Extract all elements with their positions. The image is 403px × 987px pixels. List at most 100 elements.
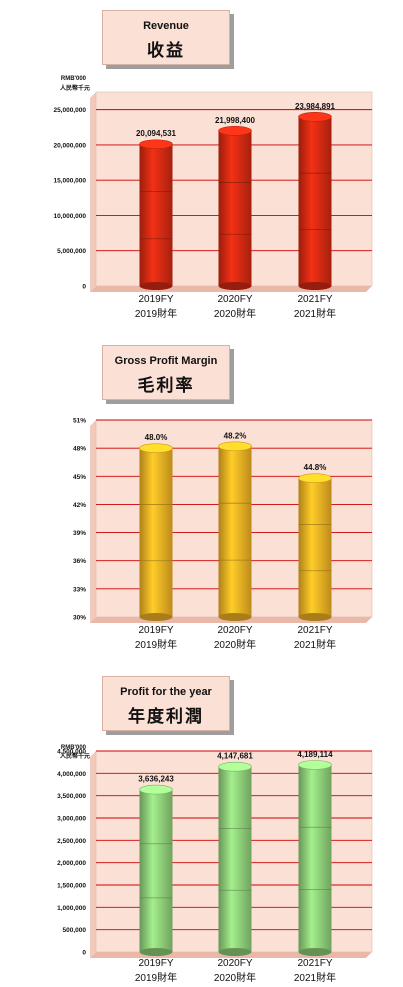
plot-floor	[90, 286, 372, 292]
y-tick-label: 45%	[73, 474, 86, 481]
bar-body	[139, 448, 173, 617]
y-tick-label: 36%	[73, 558, 86, 565]
bar-base	[218, 613, 252, 621]
category-label: 2020FY	[217, 294, 252, 305]
bar-base	[139, 613, 173, 621]
y-tick-label: 0	[82, 950, 86, 957]
bar-top	[139, 139, 173, 150]
bar: 23,984,891	[295, 102, 336, 290]
bar-value-label: 48.2%	[224, 431, 247, 440]
bar-base	[218, 948, 252, 956]
bar-base	[139, 948, 173, 956]
category-label-zh: 2020財年	[214, 307, 256, 320]
unit-label: RMB'000	[61, 76, 87, 82]
bar-body	[218, 130, 252, 286]
bar-top	[139, 443, 173, 453]
chart-1: 30% 33% 36% 39% 42% 45% 48% 51% 48.0% 2019FY 2019財…	[73, 418, 373, 651]
y-tick-label: 2,500,000	[57, 838, 86, 845]
y-tick-label: 20,000,000	[53, 142, 86, 149]
margin-title-zh: 毛利率	[137, 376, 195, 396]
bar-body	[139, 789, 173, 952]
bar-value-label: 23,984,891	[295, 102, 336, 111]
bar-base	[298, 948, 332, 956]
category-label: 2019FY	[138, 294, 173, 305]
bar-body	[218, 446, 252, 617]
bar: 4,189,114	[297, 750, 333, 956]
category-label: 2019FY	[138, 958, 173, 969]
bar-body	[298, 116, 332, 287]
y-tick-label: 51%	[73, 418, 86, 425]
category-label-zh: 2020財年	[214, 638, 256, 651]
bar-top	[139, 784, 173, 795]
revenue-title-box: Revenue 收益	[102, 10, 230, 65]
y-tick-label: 0	[82, 284, 86, 291]
bar: 48.2%	[218, 431, 252, 621]
bar-top	[218, 441, 252, 452]
category-label: 2019FY	[138, 625, 173, 636]
bar: 20,094,531	[136, 129, 177, 290]
chart-0: 0 5,000,000 10,000,000 15,000,000 20,000,000…	[53, 76, 373, 320]
bar-top	[298, 760, 332, 770]
category-label-zh: 2021財年	[294, 638, 336, 651]
bar: 48.0%	[139, 433, 173, 621]
bar-top	[298, 473, 332, 483]
category-label-zh: 2021財年	[294, 971, 336, 984]
category-label: 2021FY	[297, 958, 332, 969]
y-tick-label: 3,000,000	[57, 816, 86, 823]
y-tick-label: 1,500,000	[57, 883, 86, 890]
y-tick-label: 500,000	[63, 927, 87, 934]
bar: 21,998,400	[215, 116, 256, 290]
category-label-zh: 2019財年	[135, 307, 177, 320]
y-tick-label: 5,000,000	[57, 248, 86, 255]
plot-back-wall	[95, 419, 373, 618]
bar-value-label: 4,147,681	[217, 752, 253, 761]
bar-value-label: 48.0%	[145, 433, 168, 442]
category-label-zh: 2019財年	[135, 971, 177, 984]
category-label: 2020FY	[217, 625, 252, 636]
plot-side-wall	[90, 420, 96, 623]
plot-floor	[90, 952, 372, 958]
y-tick-label: 10,000,000	[53, 213, 86, 220]
bar: 44.8%	[298, 463, 332, 621]
chart-2: 0 500,000 1,000,000 1,500,000 2,000,000 2,500…	[57, 745, 373, 984]
y-tick-label: 2,000,000	[57, 860, 86, 867]
margin-title: Gross Profit Margin	[114, 355, 218, 367]
profit-title-box: Profit for the year 年度利潤	[102, 676, 230, 731]
y-tick-label: 25,000,000	[53, 107, 86, 114]
unit-label: RMB'000	[61, 745, 87, 751]
plot-back-wall	[95, 750, 373, 953]
y-tick-label: 39%	[73, 530, 86, 537]
category-label-zh: 2019財年	[135, 638, 177, 651]
bar-top	[218, 761, 252, 772]
bar-value-label: 4,189,114	[297, 750, 333, 759]
bar-body	[139, 144, 173, 286]
bar-body	[298, 764, 332, 952]
bar-value-label: 44.8%	[304, 463, 327, 472]
category-label-zh: 2021財年	[294, 307, 336, 320]
y-tick-label: 4,000,000	[57, 771, 86, 778]
category-label: 2021FY	[297, 294, 332, 305]
bar: 3,636,243	[138, 775, 174, 956]
bar-body	[218, 766, 252, 952]
y-tick-label: 3,500,000	[57, 793, 86, 800]
plot-side-wall	[90, 92, 96, 292]
bar-value-label: 20,094,531	[136, 129, 177, 138]
y-tick-label: 15,000,000	[53, 178, 86, 185]
bar-base	[298, 282, 332, 290]
y-tick-label: 33%	[73, 586, 86, 593]
profit-title-zh: 年度利潤	[128, 707, 204, 727]
y-tick-label: 42%	[73, 502, 86, 509]
bar-top	[218, 126, 252, 136]
profit-title: Profit for the year	[120, 686, 212, 698]
y-tick-label: 1,000,000	[57, 905, 86, 912]
category-label: 2021FY	[297, 625, 332, 636]
y-tick-label: 48%	[73, 446, 86, 453]
category-label-zh: 2020財年	[214, 971, 256, 984]
plot-back-wall	[95, 91, 373, 287]
category-label: 2020FY	[217, 958, 252, 969]
y-tick-label: 4,500,000	[57, 749, 86, 756]
plot-side-wall	[90, 751, 96, 958]
unit-label-zh: 人民幣千元	[60, 752, 90, 760]
bar-base	[298, 613, 332, 621]
